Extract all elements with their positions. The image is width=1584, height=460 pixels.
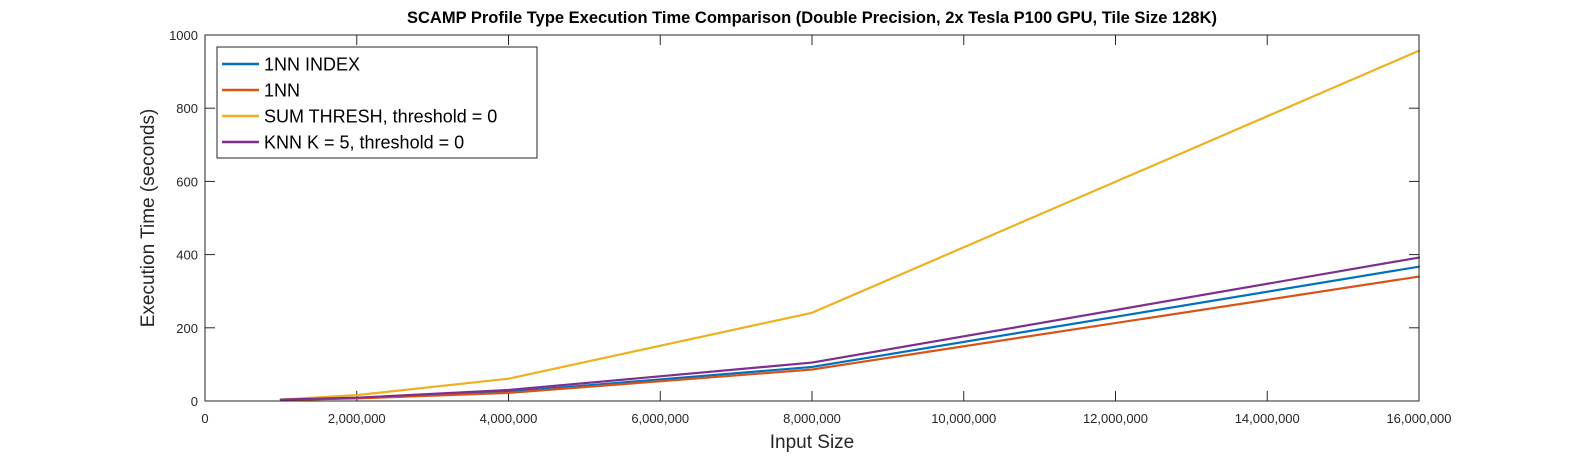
chart-title: SCAMP Profile Type Execution Time Compar… (407, 9, 1217, 27)
x-tick-label: 2,000,000 (328, 411, 386, 426)
legend-label: 1NN (264, 81, 300, 101)
legend-label: KNN K = 5, threshold = 0 (264, 133, 464, 153)
y-tick-label: 800 (176, 101, 198, 116)
legend-label: SUM THRESH, threshold = 0 (264, 107, 497, 127)
plot-frame (204, 34, 1420, 402)
y-axis-label: Execution Time (seconds) (138, 109, 159, 328)
series-line-3 (279, 256, 1421, 401)
y-tick-label: 400 (176, 248, 198, 263)
y-tick-label: 200 (176, 321, 198, 336)
y-tick-label: 600 (176, 174, 198, 189)
x-tick-label: 14,000,000 (1235, 411, 1300, 426)
x-axis-label: Input Size (770, 432, 855, 453)
legend-box (216, 46, 538, 159)
x-tick-label: 12,000,000 (1083, 411, 1148, 426)
x-tick-label: 0 (201, 411, 208, 426)
x-tick-label: 6,000,000 (631, 411, 689, 426)
y-tick-label: 0 (191, 394, 198, 409)
legend: 1NN INDEX 1NN SUM THRESH, threshold = 0 KNN… (216, 46, 538, 159)
series-line-2 (279, 49, 1421, 401)
x-tick-label: 16,000,000 (1386, 411, 1451, 426)
series-lines (279, 49, 1421, 401)
axis-ticks: 0 2,000,000 4,000,000 6,000,000 8,000,000 10,… (169, 28, 1451, 426)
x-tick-label: 8,000,000 (783, 411, 841, 426)
y-tick-label: 1000 (169, 28, 198, 43)
x-tick-label: 10,000,000 (931, 411, 996, 426)
legend-label: 1NN INDEX (264, 55, 360, 75)
x-tick-label: 4,000,000 (480, 411, 538, 426)
